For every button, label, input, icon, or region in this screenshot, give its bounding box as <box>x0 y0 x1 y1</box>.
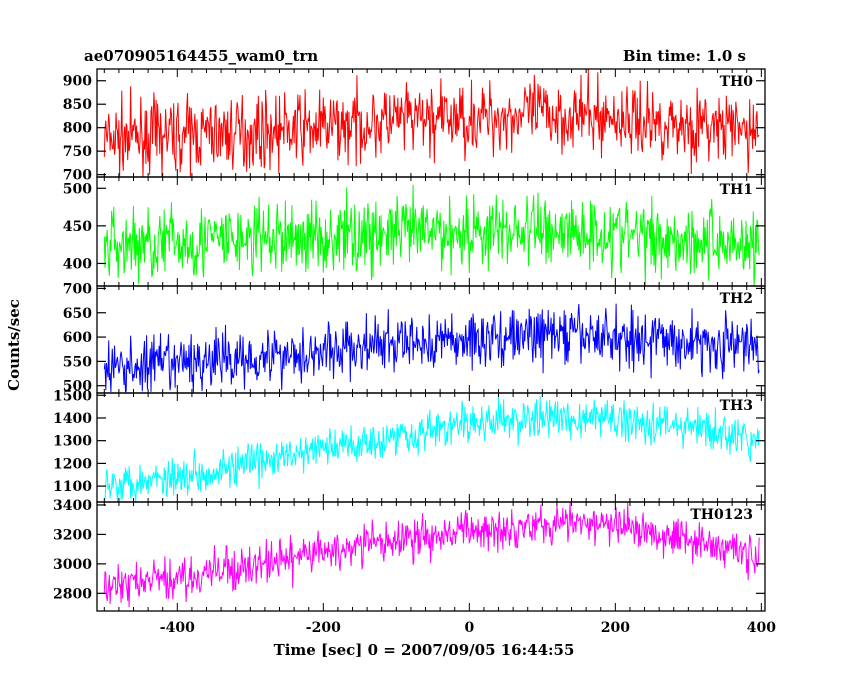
th3-y-tick-label: 1200 <box>53 456 92 472</box>
chart-subtitle: Bin time: 1.0 s <box>623 47 746 65</box>
x-tick-label: 400 <box>747 620 776 636</box>
th3-y-tick-label: 1300 <box>53 434 92 450</box>
th3-series-line <box>103 395 760 503</box>
th0-y-tick-label: 850 <box>63 97 92 113</box>
th0123-y-tick-label: 3200 <box>53 527 92 543</box>
th0-y-tick-label: 750 <box>63 144 92 160</box>
th0123-y-tick-label: 2800 <box>53 586 92 602</box>
th3-series-label: TH3 <box>720 398 753 414</box>
th1-y-tick-label: 450 <box>63 219 92 235</box>
th0-y-tick-label: 900 <box>63 74 92 90</box>
th0123-panel-frame <box>96 501 766 612</box>
th0-y-tick-label: 800 <box>63 121 92 137</box>
th3-y-tick-label: 1100 <box>53 479 92 495</box>
th2-y-tick-label: 500 <box>63 379 92 395</box>
th1-y-tick-label: 500 <box>63 181 92 197</box>
th3-y-tick-label: 1400 <box>53 411 92 427</box>
th2-series-label: TH2 <box>720 291 753 307</box>
th0-series-line <box>103 68 760 178</box>
x-tick-label: -200 <box>306 620 341 636</box>
th0123-y-tick-label: 3000 <box>53 557 92 573</box>
x-axis-label: Time [sec] 0 = 2007/09/05 16:44:55 <box>274 641 575 659</box>
th1-y-tick-label: 400 <box>63 256 92 272</box>
th0123-series-label: TH0123 <box>690 507 753 523</box>
th0123-series-line <box>103 501 760 608</box>
th2-series-line <box>103 303 760 394</box>
th2-y-tick-label: 650 <box>63 306 92 322</box>
panels-group: TH0 700 750 800 850 900 TH1 400 450 500 TH2 500 550 6… <box>53 68 776 636</box>
th0-series-label: TH0 <box>720 74 754 90</box>
x-tick-label: -400 <box>160 620 195 636</box>
th2-y-tick-label: 550 <box>63 354 92 370</box>
y-axis-label: Counts/sec <box>5 299 23 391</box>
th1-series-line <box>103 184 760 287</box>
th2-y-tick-label: 700 <box>63 281 92 297</box>
th0123-y-tick-label: 3400 <box>53 498 92 514</box>
th2-y-tick-label: 600 <box>63 330 92 346</box>
th0-y-tick-label: 700 <box>63 168 92 184</box>
th1-series-label: TH1 <box>720 182 753 198</box>
chart-title: ae070905164455_wam0_trn <box>84 47 318 65</box>
th3-y-tick-label: 1500 <box>53 388 92 404</box>
x-tick-label: 0 <box>464 620 474 636</box>
x-tick-label: 200 <box>601 620 630 636</box>
